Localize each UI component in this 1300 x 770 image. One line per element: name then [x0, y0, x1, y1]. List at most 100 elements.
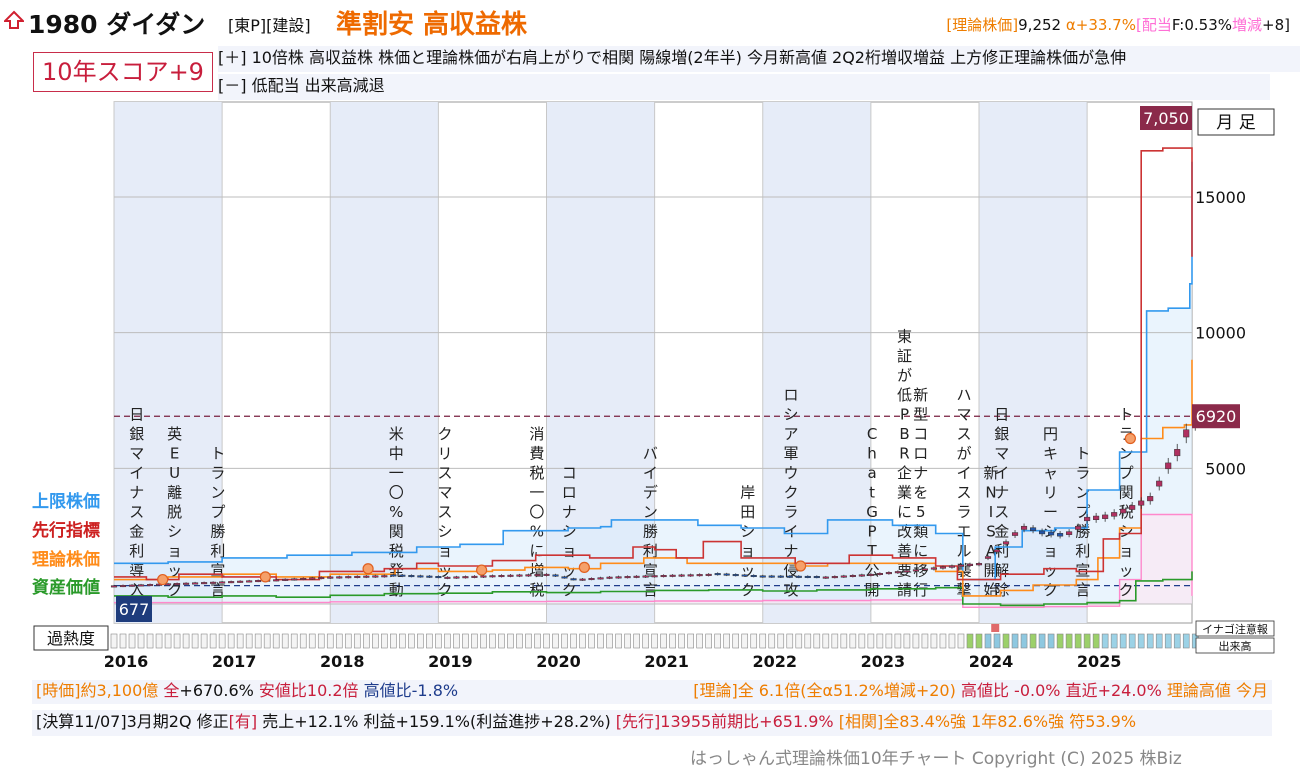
- x-tick-label: 2020: [536, 652, 581, 671]
- candle: [363, 575, 370, 578]
- overheat-cell: [678, 633, 685, 649]
- theory-high: 高値比 -0.0%: [960, 681, 1061, 700]
- overheat-cell: [344, 633, 352, 649]
- overheat-cell: [372, 633, 379, 649]
- candle: [741, 574, 748, 577]
- legend-theory: 理論株価: [32, 549, 100, 570]
- x-tick-label: 2017: [212, 652, 257, 671]
- overheat-cell: [462, 633, 469, 649]
- candle: [705, 573, 712, 576]
- overheat-cell: [489, 633, 496, 649]
- candle: [849, 574, 856, 577]
- overheat-cell: [669, 633, 676, 649]
- event-annotation: 東証が低 P B R 企業に改善要請: [897, 328, 912, 600]
- overheat-cell: [831, 633, 839, 649]
- overheat-cell: [453, 633, 460, 649]
- overheat-cell: [1038, 633, 1046, 649]
- candle: [786, 575, 793, 578]
- overheat-cell: [119, 633, 127, 649]
- stock-tagline: 準割安 高収益株: [336, 10, 528, 40]
- candle: [633, 575, 640, 578]
- overheat-cell: [660, 633, 667, 649]
- overheat-cell: [624, 633, 631, 649]
- overheat-cell: [723, 633, 731, 649]
- header: 1980 ダイダン [東P][建設] 準割安 高収益株 [理論株価]9,252 …: [0, 0, 1300, 44]
- series-line-配当: [114, 513, 1193, 608]
- candle: [1011, 532, 1019, 536]
- overheat-cell: [570, 633, 577, 649]
- candle: [417, 575, 424, 578]
- overheat-cell: [588, 633, 595, 649]
- overheat-cell: [849, 633, 857, 649]
- overheat-cell: [1164, 633, 1172, 649]
- overheat-cell: [696, 633, 703, 649]
- overheat-cell: [1056, 633, 1064, 649]
- candle: [1120, 508, 1127, 514]
- candle: [615, 576, 622, 579]
- candle: [435, 576, 442, 579]
- candle: [219, 581, 226, 584]
- overheat-cell: [966, 633, 974, 649]
- theory-value: 9,252: [1018, 16, 1062, 34]
- candle: [552, 574, 559, 577]
- candle: [291, 578, 298, 581]
- event-annotation: トランプ関税ショック: [1119, 406, 1134, 600]
- overheat-cell: [335, 633, 343, 649]
- event-annotation: 消費税一〇%に増税: [529, 425, 544, 599]
- market-category: [東P][建設]: [228, 16, 311, 35]
- overheat-cell: [507, 633, 514, 649]
- overheat-cell: [128, 633, 136, 649]
- overheat-cell: [1029, 633, 1037, 649]
- overheat-cell: [1173, 633, 1181, 649]
- candle: [210, 581, 217, 584]
- overheat-cell: [741, 633, 749, 649]
- event-annotation: コロナショック: [562, 464, 577, 599]
- overheat-cell: [1020, 633, 1028, 649]
- candle: [137, 584, 145, 587]
- overheat-cell: [164, 633, 172, 649]
- candle: [1030, 527, 1037, 531]
- candle: [930, 567, 937, 570]
- overheat-cell: [182, 633, 190, 649]
- candle: [543, 573, 550, 576]
- overheat-cell: [417, 633, 424, 649]
- event-annotation: 米中一〇%関税発動: [389, 425, 404, 599]
- theory-peak: 理論高値 今月: [1166, 681, 1268, 700]
- dividend-value: F:0.53%: [1171, 16, 1233, 34]
- candle: [975, 563, 983, 566]
- dividend-label: [配当: [1135, 16, 1172, 34]
- candle: [1057, 533, 1064, 537]
- legend-upper: 上限株価: [32, 491, 100, 512]
- candle: [561, 576, 568, 579]
- overheat-cell: [498, 633, 505, 649]
- candle: [498, 575, 505, 578]
- candle: [984, 556, 992, 559]
- overheat-cell: [525, 633, 532, 649]
- candle: [1138, 500, 1145, 506]
- overheat-cell: [534, 633, 541, 649]
- candle: [642, 575, 649, 578]
- overheat-cell: [281, 633, 289, 649]
- overheat-cell: [579, 633, 586, 649]
- candle: [1093, 515, 1100, 520]
- summary-bar-1: [時価]約3,100億 全+670.6% 安値比10.2倍 高値比-1.8% […: [32, 680, 1272, 704]
- overheat-cell: [399, 633, 406, 649]
- crossover-marker: [578, 561, 590, 573]
- crossover-marker: [476, 564, 488, 576]
- inago-label: イナゴ注意報: [1202, 622, 1268, 636]
- candle: [597, 577, 604, 580]
- overheat-cell: [822, 633, 830, 649]
- plus-factors: [＋] 10倍株 高収益株 株価と理論株価が右肩上がりで相関 陽線増(2年半) …: [218, 46, 1300, 72]
- candle: [381, 575, 388, 578]
- max-price-label: 7,050: [1143, 109, 1189, 128]
- overheat-label-box: [33, 625, 109, 651]
- candle: [489, 575, 496, 578]
- candle: [759, 575, 766, 578]
- settlement-flag: [有]: [228, 712, 258, 731]
- candle: [948, 565, 956, 568]
- crossover-marker: [1124, 432, 1136, 445]
- candle: [1111, 512, 1118, 517]
- overheat-cell: [146, 633, 154, 649]
- overheat-cell: [272, 633, 280, 649]
- overheat-cell: [885, 633, 893, 649]
